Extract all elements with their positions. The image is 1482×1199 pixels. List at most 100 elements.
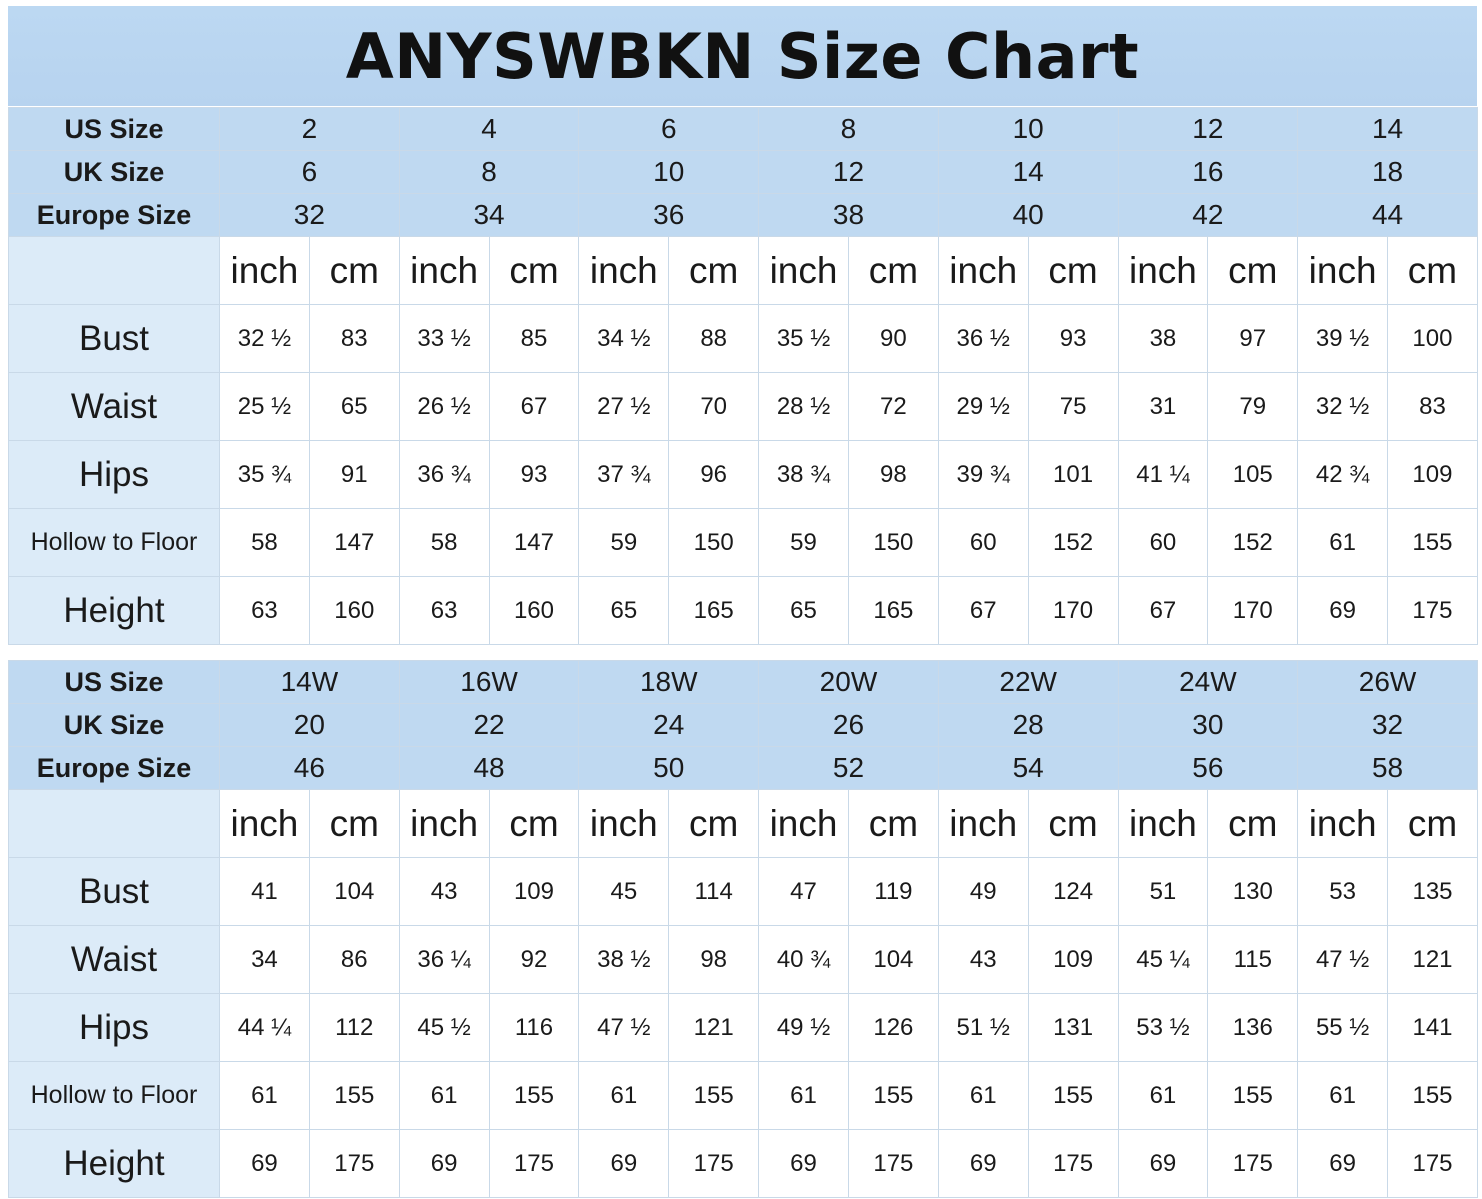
us-size-value: 26W [1297, 660, 1478, 704]
measurement-label: Hollow to Floor [8, 508, 220, 577]
inch-value: 65 [578, 576, 670, 645]
cm-value: 175 [1387, 1129, 1478, 1198]
unit-inch: inch [398, 789, 490, 858]
uk-size-value: 16 [1117, 150, 1299, 194]
cm-value: 104 [847, 925, 939, 994]
inch-value: 34 ½ [578, 304, 670, 373]
unit-corner-cell [8, 789, 220, 858]
inch-value: 33 ½ [398, 304, 490, 373]
chart-title: ANYSWBKN Size Chart [345, 19, 1140, 93]
inch-value: 61 [1117, 1061, 1209, 1130]
cm-value: 109 [1387, 440, 1478, 509]
inch-value: 41 [219, 857, 310, 926]
europe-size-value: 52 [758, 746, 939, 790]
inch-value: 43 [398, 857, 490, 926]
uk-size-value: 6 [219, 150, 400, 194]
inch-value: 35 ½ [758, 304, 849, 373]
cm-value: 136 [1207, 993, 1299, 1062]
cm-value: 79 [1207, 372, 1299, 441]
europe-size-row: Europe Size 32 34 36 38 40 42 44 [8, 193, 1478, 237]
uk-size-value: 20 [219, 703, 400, 747]
cm-value: 100 [1387, 304, 1478, 373]
chart-title-bar: ANYSWBKN Size Chart [8, 6, 1477, 106]
cm-value: 135 [1387, 857, 1478, 926]
inch-value: 63 [398, 576, 490, 645]
uk-size-value: 32 [1297, 703, 1478, 747]
cm-value: 121 [1387, 925, 1478, 994]
unit-cm: cm [1027, 789, 1119, 858]
measurement-row-hips: Hips 44 ¼ 112 45 ½ 116 47 ½ 121 49 ½ 126 51 ½ 131 5… [8, 993, 1478, 1062]
inch-value: 69 [758, 1129, 849, 1198]
inch-value: 65 [758, 576, 849, 645]
cm-value: 150 [847, 508, 939, 577]
measurement-row-bust: Bust 41 104 43 109 45 114 47 119 49 124 51 130 53 135 [8, 857, 1478, 926]
us-size-value: 14 [1297, 107, 1478, 151]
unit-cm: cm [668, 236, 760, 305]
europe-size-value: 50 [578, 746, 760, 790]
unit-cm: cm [1027, 236, 1119, 305]
europe-size-value: 48 [398, 746, 580, 790]
inch-value: 61 [1297, 508, 1389, 577]
us-size-value: 4 [398, 107, 580, 151]
inch-value: 39 ½ [1297, 304, 1389, 373]
us-size-value: 2 [219, 107, 400, 151]
inch-value: 69 [398, 1129, 490, 1198]
unit-inch: inch [578, 789, 670, 858]
inch-value: 42 ¾ [1297, 440, 1389, 509]
inch-value: 47 [758, 857, 849, 926]
cm-value: 98 [668, 925, 760, 994]
unit-cm: cm [1387, 789, 1478, 858]
unit-corner-cell [8, 236, 220, 305]
unit-cm: cm [1387, 236, 1478, 305]
measurement-label: Hips [8, 993, 220, 1062]
inch-value: 61 [758, 1061, 849, 1130]
measurement-label: Height [8, 1129, 220, 1198]
inch-value: 41 ¼ [1117, 440, 1209, 509]
size-table-regular: US Size 2 4 6 8 10 12 14 UK Size 6 8 10 12 14 16 18 Euro… [8, 107, 1478, 645]
cm-value: 160 [488, 576, 580, 645]
cm-value: 152 [1027, 508, 1119, 577]
cm-value: 175 [1207, 1129, 1299, 1198]
europe-size-value: 56 [1117, 746, 1299, 790]
inch-value: 55 ½ [1297, 993, 1389, 1062]
inch-value: 35 ¾ [219, 440, 310, 509]
cm-value: 119 [847, 857, 939, 926]
us-size-value: 12 [1117, 107, 1299, 151]
uk-size-row: UK Size 20 22 24 26 28 30 32 [8, 703, 1478, 747]
inch-value: 49 [937, 857, 1029, 926]
cm-value: 93 [1027, 304, 1119, 373]
cm-value: 114 [668, 857, 760, 926]
europe-size-label: Europe Size [8, 746, 220, 790]
measurement-label: Waist [8, 925, 220, 994]
cm-value: 155 [847, 1061, 939, 1130]
cm-value: 97 [1207, 304, 1299, 373]
uk-size-value: 26 [758, 703, 939, 747]
unit-inch: inch [758, 236, 849, 305]
cm-value: 116 [488, 993, 580, 1062]
cm-value: 155 [1387, 508, 1478, 577]
unit-inch: inch [398, 236, 490, 305]
inch-value: 61 [398, 1061, 490, 1130]
inch-value: 69 [1297, 576, 1389, 645]
inch-value: 69 [219, 1129, 310, 1198]
unit-cm: cm [308, 236, 400, 305]
uk-size-value: 14 [937, 150, 1119, 194]
cm-value: 165 [847, 576, 939, 645]
inch-value: 25 ½ [219, 372, 310, 441]
cm-value: 175 [308, 1129, 400, 1198]
unit-row: inch cm inch cm inch cm inch cm inch cm inch cm inch… [8, 789, 1478, 858]
size-table-plus: US Size 14W 16W 18W 20W 22W 24W 26W UK Size 20 22 2… [8, 660, 1478, 1198]
europe-size-value: 40 [937, 193, 1119, 237]
unit-inch: inch [219, 789, 310, 858]
cm-value: 105 [1207, 440, 1299, 509]
inch-value: 47 ½ [578, 993, 670, 1062]
cm-value: 70 [668, 372, 760, 441]
measurement-label: Hollow to Floor [8, 1061, 220, 1130]
measurement-label: Bust [8, 304, 220, 373]
unit-row: inch cm inch cm inch cm inch cm inch cm inch cm inch… [8, 236, 1478, 305]
inch-value: 31 [1117, 372, 1209, 441]
inch-value: 39 ¾ [937, 440, 1029, 509]
measurement-row-height: Height 69 175 69 175 69 175 69 175 69 175 69 175 69 17… [8, 1129, 1478, 1198]
measurement-row-waist: Waist 25 ½ 65 26 ½ 67 27 ½ 70 28 ½ 72 29 ½ 75 31 79 3… [8, 372, 1478, 441]
inch-value: 38 [1117, 304, 1209, 373]
